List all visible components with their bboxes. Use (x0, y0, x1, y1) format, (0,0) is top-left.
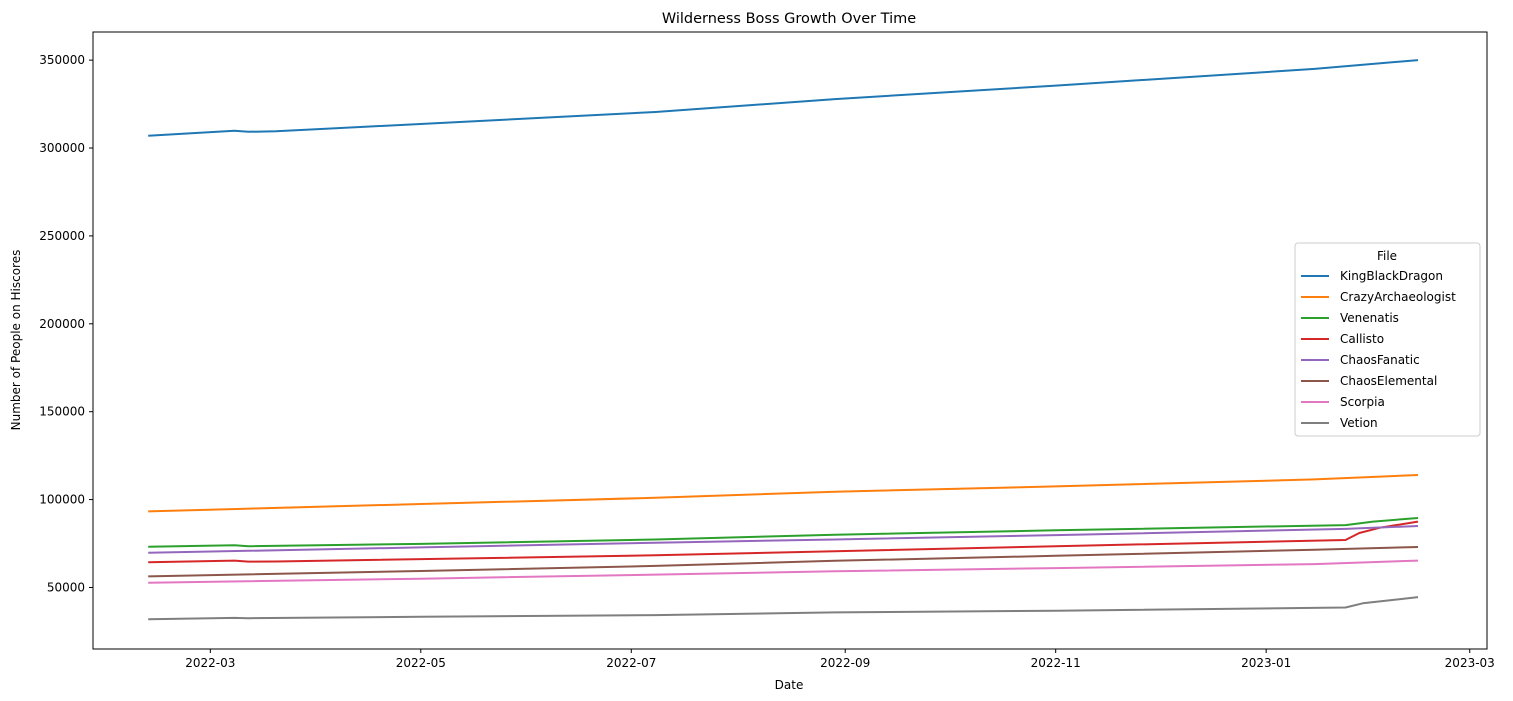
series-line-venenatis (148, 517, 1419, 548)
y-tick-label: 300000 (39, 141, 85, 155)
x-tick-label: 2023-01 (1241, 656, 1291, 670)
series-line-crazyarchaeologist (148, 474, 1419, 513)
legend-title: File (1377, 249, 1397, 263)
legend: File KingBlackDragon CrazyArchaeologist Ve… (1294, 242, 1481, 437)
x-tick-label: 2022-03 (185, 656, 235, 670)
plot-frame (92, 31, 1488, 650)
y-tick-label: 250000 (39, 229, 85, 243)
y-tick-label: 100000 (39, 493, 85, 507)
legend-label-callisto: Callisto (1340, 332, 1384, 346)
series-line-vetion (148, 596, 1419, 621)
y-tick-label: 350000 (39, 53, 85, 67)
legend-box (1294, 242, 1481, 437)
x-tick-label: 2022-05 (396, 656, 446, 670)
series-line-scorpia (148, 559, 1419, 584)
legend-label-scorpia: Scorpia (1340, 395, 1385, 409)
legend-label-crazyarchaeologist: CrazyArchaeologist (1340, 290, 1456, 304)
x-tick-label: 2022-11 (1031, 656, 1081, 670)
series-line-chaosfanatic (148, 525, 1419, 554)
legend-label-chaosfanatic: ChaosFanatic (1340, 353, 1420, 367)
legend-label-venenatis: Venenatis (1340, 311, 1399, 325)
legend-label-chaoselemental: ChaosElemental (1340, 374, 1437, 388)
x-tick-label: 2022-09 (820, 656, 870, 670)
legend-label-vetion: Vetion (1340, 416, 1378, 430)
x-tick-label: 2022-07 (606, 656, 656, 670)
series-line-callisto (148, 520, 1419, 564)
series-line-kingblackdragon (148, 59, 1419, 137)
y-axis-title: Number of People on Hiscores (9, 250, 23, 431)
x-axis-title: Date (775, 678, 804, 692)
x-tick-label: 2023-03 (1445, 656, 1495, 670)
series-line-chaoselemental (148, 546, 1419, 578)
legend-label-kingblackdragon: KingBlackDragon (1340, 269, 1443, 283)
y-tick-label: 50000 (47, 580, 85, 594)
y-tick-label: 150000 (39, 405, 85, 419)
y-tick-label: 200000 (39, 317, 85, 331)
chart-title: Wilderness Boss Growth Over Time (662, 11, 916, 27)
